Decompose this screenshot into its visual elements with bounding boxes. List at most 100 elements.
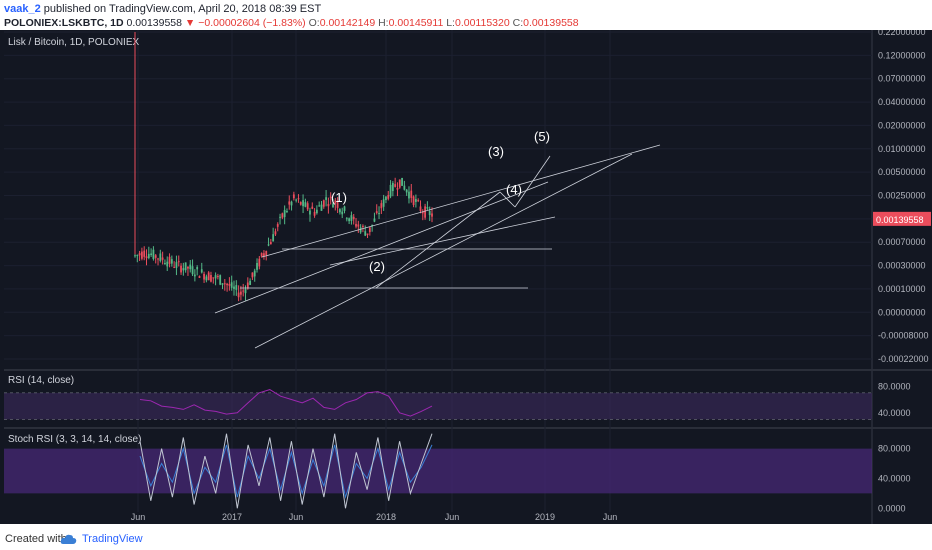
candle-body [329,196,332,198]
stoch-tick-label: 0.0000 [878,503,906,513]
close-label: C: [512,17,524,29]
candle-body [389,184,392,197]
wave-label: (3) [488,144,504,159]
y-tick-label: 0.00250000 [878,191,926,201]
candle-body [212,277,215,279]
candle-body [240,291,242,295]
chart-canvas[interactable]: 0.22000000 0.12000000 0.07000000 0.04000000… [0,27,932,524]
candle-body [141,251,143,259]
candle-body [210,275,212,282]
x-tick-label: Jun [289,512,304,522]
y-tick-label: -0.00022000 [878,354,929,364]
stoch-band [4,448,872,494]
candle-body [138,253,141,256]
candle-body [357,224,360,227]
candle-body [426,207,429,209]
last-price: 0.00139558 [126,17,182,29]
candle-body [274,231,277,235]
candle-body [306,203,309,210]
candle-body [385,196,387,201]
candle-body [320,204,323,211]
candle-body [318,205,321,207]
trend-line [214,181,549,314]
close-value: 0.00139558 [523,17,579,29]
y-tick-label: 0.00030000 [878,261,926,271]
candle-body [203,273,205,280]
candle-body [189,264,192,270]
candle-body [279,216,281,218]
candle-body [322,200,325,207]
candle-body [184,262,187,271]
x-tick-label: Jun [603,512,618,522]
candle-body [286,211,288,213]
candle-body [394,184,397,187]
rsi-title: RSI (14, close) [8,375,74,386]
candle-body [161,257,164,260]
candle-body [260,253,263,257]
candle-body [364,231,367,236]
stoch-title: Stoch RSI (3, 3, 14, 14, close) [8,434,141,445]
candle-body [150,253,153,256]
candle-body [200,269,203,273]
candle-body [378,213,380,215]
candle-body [341,211,344,215]
candle-body [292,194,295,199]
candle-body [276,224,279,227]
y-tick-label: 0.07000000 [878,74,926,84]
candle-body [237,292,240,298]
candle-body [223,283,226,285]
y-tick-label: 0.12000000 [878,50,926,60]
candle-body [145,256,148,259]
candle-body [417,200,420,202]
candle-body [380,203,383,209]
candle-body [214,275,217,279]
candle-body [246,282,249,289]
candle-body [173,266,176,268]
stoch-k-line [139,433,433,509]
candle-body [419,206,422,211]
candle-body [398,179,401,188]
y-tick-label: 0.02000000 [878,120,926,130]
candle-body [403,185,406,190]
candle-body [242,290,245,292]
candle-body [196,267,199,270]
candle-body [159,253,162,261]
open-label: O: [308,17,320,29]
price-change: −0.00002604 (−1.83%) [198,17,306,29]
candle-body [428,210,431,216]
candle-body [421,211,424,214]
candle-body [219,275,222,285]
candle-body [157,258,159,260]
candle-body [405,189,408,193]
candle-body [182,268,185,271]
candle-body [221,283,224,285]
candle-body [368,227,371,233]
author-link[interactable]: vaak_2 [4,3,41,15]
y-tick-label: 0.04000000 [878,97,926,107]
candle-body [355,223,357,227]
candle-body [391,183,394,192]
candle-body [269,242,272,245]
candle-body [175,262,178,268]
candle-body [267,244,270,246]
candle-body [311,206,314,209]
x-tick-label: 2018 [376,512,396,522]
candle-body [299,202,302,205]
x-tick-label: 2019 [535,512,555,522]
stoch-tick-label: 80.0000 [878,444,911,454]
candle-body [414,199,417,202]
footer: Created with TradingView [0,528,932,550]
chart-svg: 0.22000000 0.12000000 0.07000000 0.04000000… [0,27,932,524]
candle-body [154,255,157,258]
candle-body [235,285,238,290]
rsi-band [4,392,872,420]
candle-body [302,200,304,207]
candle-body [382,199,385,207]
candle-body [253,270,256,277]
wave-label: (2) [369,259,385,274]
low-label: L: [446,17,455,29]
candle-body [265,251,268,256]
candle-body [332,203,334,208]
candle-body [177,261,180,263]
tradingview-link[interactable]: TradingView [82,533,143,545]
